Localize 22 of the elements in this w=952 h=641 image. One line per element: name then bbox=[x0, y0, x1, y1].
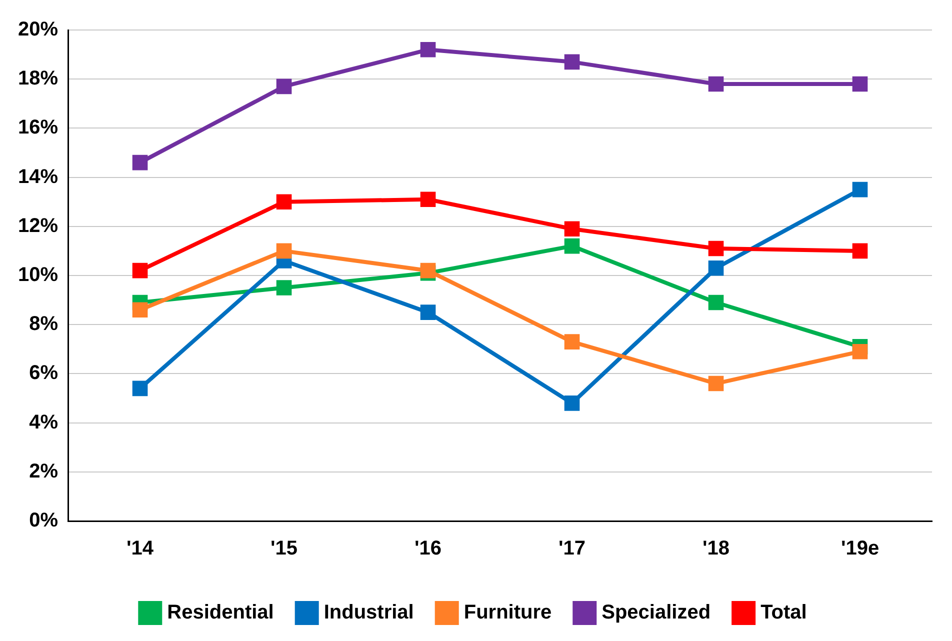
legend-label: Furniture bbox=[464, 602, 552, 624]
y-tick-label: 12% bbox=[18, 214, 58, 237]
y-tick-label: 10% bbox=[18, 264, 58, 286]
y-tick-label: 6% bbox=[29, 362, 58, 384]
y-tick-label: 18% bbox=[18, 68, 58, 90]
legend-label: Residential bbox=[167, 602, 274, 624]
x-tick-label: '18 bbox=[702, 538, 730, 560]
x-tick-label: '16 bbox=[414, 538, 442, 560]
y-tick-label: 8% bbox=[29, 313, 58, 336]
y-tick-label: 20% bbox=[18, 18, 58, 41]
x-tick-label: '15 bbox=[270, 538, 298, 560]
y-tick-label: 2% bbox=[29, 460, 58, 482]
y-tick-label: 16% bbox=[18, 116, 58, 139]
y-tick-label: 14% bbox=[18, 166, 58, 188]
x-tick-label: '14 bbox=[126, 538, 154, 560]
x-tick-label: '17 bbox=[558, 538, 586, 560]
y-tick-label: 0% bbox=[29, 510, 58, 532]
y-tick-label: 4% bbox=[29, 411, 58, 434]
legend-label: Specialized bbox=[602, 602, 711, 624]
x-tick-label: '19e bbox=[840, 538, 880, 560]
legend-label: Industrial bbox=[324, 602, 414, 624]
legend-label: Total bbox=[760, 602, 807, 624]
